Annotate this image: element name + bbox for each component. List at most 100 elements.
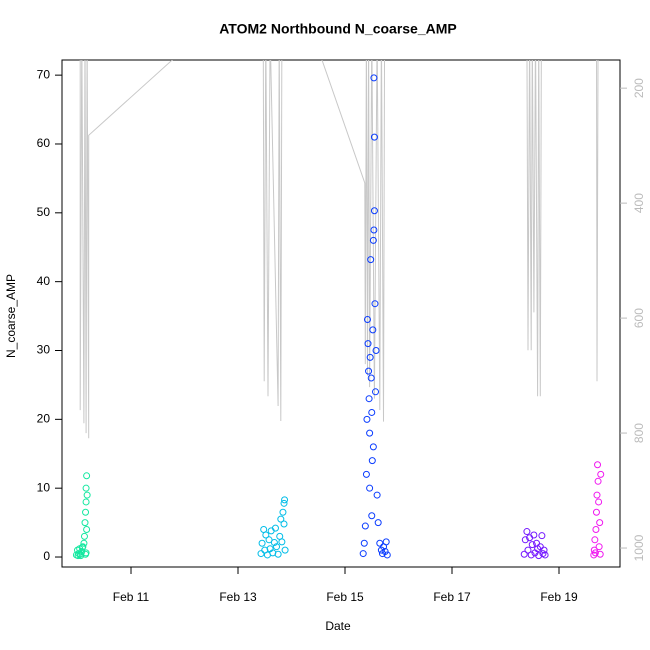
data-point xyxy=(593,491,601,499)
data-point xyxy=(594,461,602,469)
data-point xyxy=(77,552,85,560)
data-point xyxy=(541,551,549,559)
data-point xyxy=(372,388,380,396)
chart-title: ATOM2 Northbound N_coarse_AMP xyxy=(219,21,457,37)
data-point xyxy=(280,499,288,507)
data-point xyxy=(83,491,91,499)
data-point xyxy=(370,74,378,82)
data-point xyxy=(521,536,529,544)
data-point xyxy=(265,536,273,544)
data-point xyxy=(530,531,538,539)
data-point xyxy=(382,538,390,546)
y-tick-label: 60 xyxy=(37,136,51,150)
data-point xyxy=(364,340,372,348)
data-point xyxy=(280,520,288,528)
data-point xyxy=(381,548,389,556)
data-point xyxy=(372,347,380,355)
x-tick-label: Feb 13 xyxy=(219,590,257,604)
x-tick-label: Feb 15 xyxy=(326,590,364,604)
data-point xyxy=(369,443,377,451)
data-point xyxy=(277,515,285,523)
data-point xyxy=(368,457,376,465)
data-point xyxy=(595,498,603,506)
data-point xyxy=(592,508,600,516)
data-point xyxy=(368,408,376,416)
data-point xyxy=(377,546,385,554)
y2-tick-label: 400 xyxy=(632,193,646,213)
y-tick-label: 20 xyxy=(37,412,51,426)
data-point xyxy=(369,236,377,244)
data-point xyxy=(361,522,369,530)
y-tick-label: 50 xyxy=(37,205,51,219)
data-point xyxy=(370,207,378,215)
data-point xyxy=(80,539,88,547)
plot-frame xyxy=(61,59,621,568)
data-point xyxy=(595,543,603,551)
data-point xyxy=(592,525,600,533)
data-point xyxy=(591,536,599,544)
data-point xyxy=(597,470,605,478)
data-point xyxy=(82,484,90,492)
data-point xyxy=(83,472,91,480)
data-point xyxy=(365,395,373,403)
data-point xyxy=(538,532,546,540)
data-point xyxy=(362,470,370,478)
data-point xyxy=(527,551,535,559)
data-point xyxy=(270,539,278,547)
y-tick-label: 30 xyxy=(37,343,51,357)
data-point xyxy=(383,551,391,559)
y2-tick-label: 800 xyxy=(632,423,646,443)
data-point xyxy=(281,546,289,554)
x-axis-label: Date xyxy=(325,619,351,633)
data-point xyxy=(594,477,602,485)
point-layer xyxy=(72,74,605,560)
data-point xyxy=(370,133,378,141)
data-point xyxy=(366,484,374,492)
data-point xyxy=(363,415,371,423)
data-point xyxy=(376,539,384,547)
y-tick-label: 70 xyxy=(37,67,51,81)
y2-tick-label: 200 xyxy=(632,78,646,98)
data-point xyxy=(82,549,90,557)
axes: 0 10 20 30 40 50 60 70 200 400 600 800 1000 Feb 11 Feb… xyxy=(37,67,647,604)
x-tick-label: Feb 19 xyxy=(540,590,578,604)
data-point xyxy=(520,550,528,558)
data-point xyxy=(523,528,531,536)
data-point xyxy=(80,532,88,540)
y2-tick-label: 1000 xyxy=(632,534,646,561)
data-point xyxy=(82,498,90,506)
data-point xyxy=(257,550,265,558)
data-point xyxy=(278,538,286,546)
data-point xyxy=(363,316,371,324)
data-point xyxy=(370,226,378,234)
data-point xyxy=(82,508,90,516)
data-point xyxy=(374,519,382,527)
data-point xyxy=(273,543,281,551)
data-point xyxy=(524,546,532,554)
y2-tick-label: 600 xyxy=(632,308,646,328)
data-point xyxy=(274,550,282,558)
data-point xyxy=(262,531,270,539)
data-point xyxy=(359,550,367,558)
data-point xyxy=(367,374,375,382)
data-point xyxy=(528,541,536,549)
data-point xyxy=(366,429,374,437)
data-point xyxy=(591,549,599,557)
y-tick-label: 10 xyxy=(37,480,51,494)
data-point xyxy=(81,519,89,527)
data-point xyxy=(83,525,91,533)
data-point xyxy=(371,300,379,308)
data-point xyxy=(279,508,287,516)
data-point xyxy=(536,543,544,551)
data-point xyxy=(366,353,374,361)
data-point xyxy=(369,326,377,334)
data-point xyxy=(373,491,381,499)
data-point xyxy=(271,524,279,532)
data-point xyxy=(360,539,368,547)
x-tick-label: Feb 17 xyxy=(433,590,471,604)
data-point xyxy=(258,539,266,547)
data-point xyxy=(368,512,376,520)
data-point xyxy=(79,543,87,551)
data-point xyxy=(281,496,289,504)
y-tick-label: 40 xyxy=(37,274,51,288)
